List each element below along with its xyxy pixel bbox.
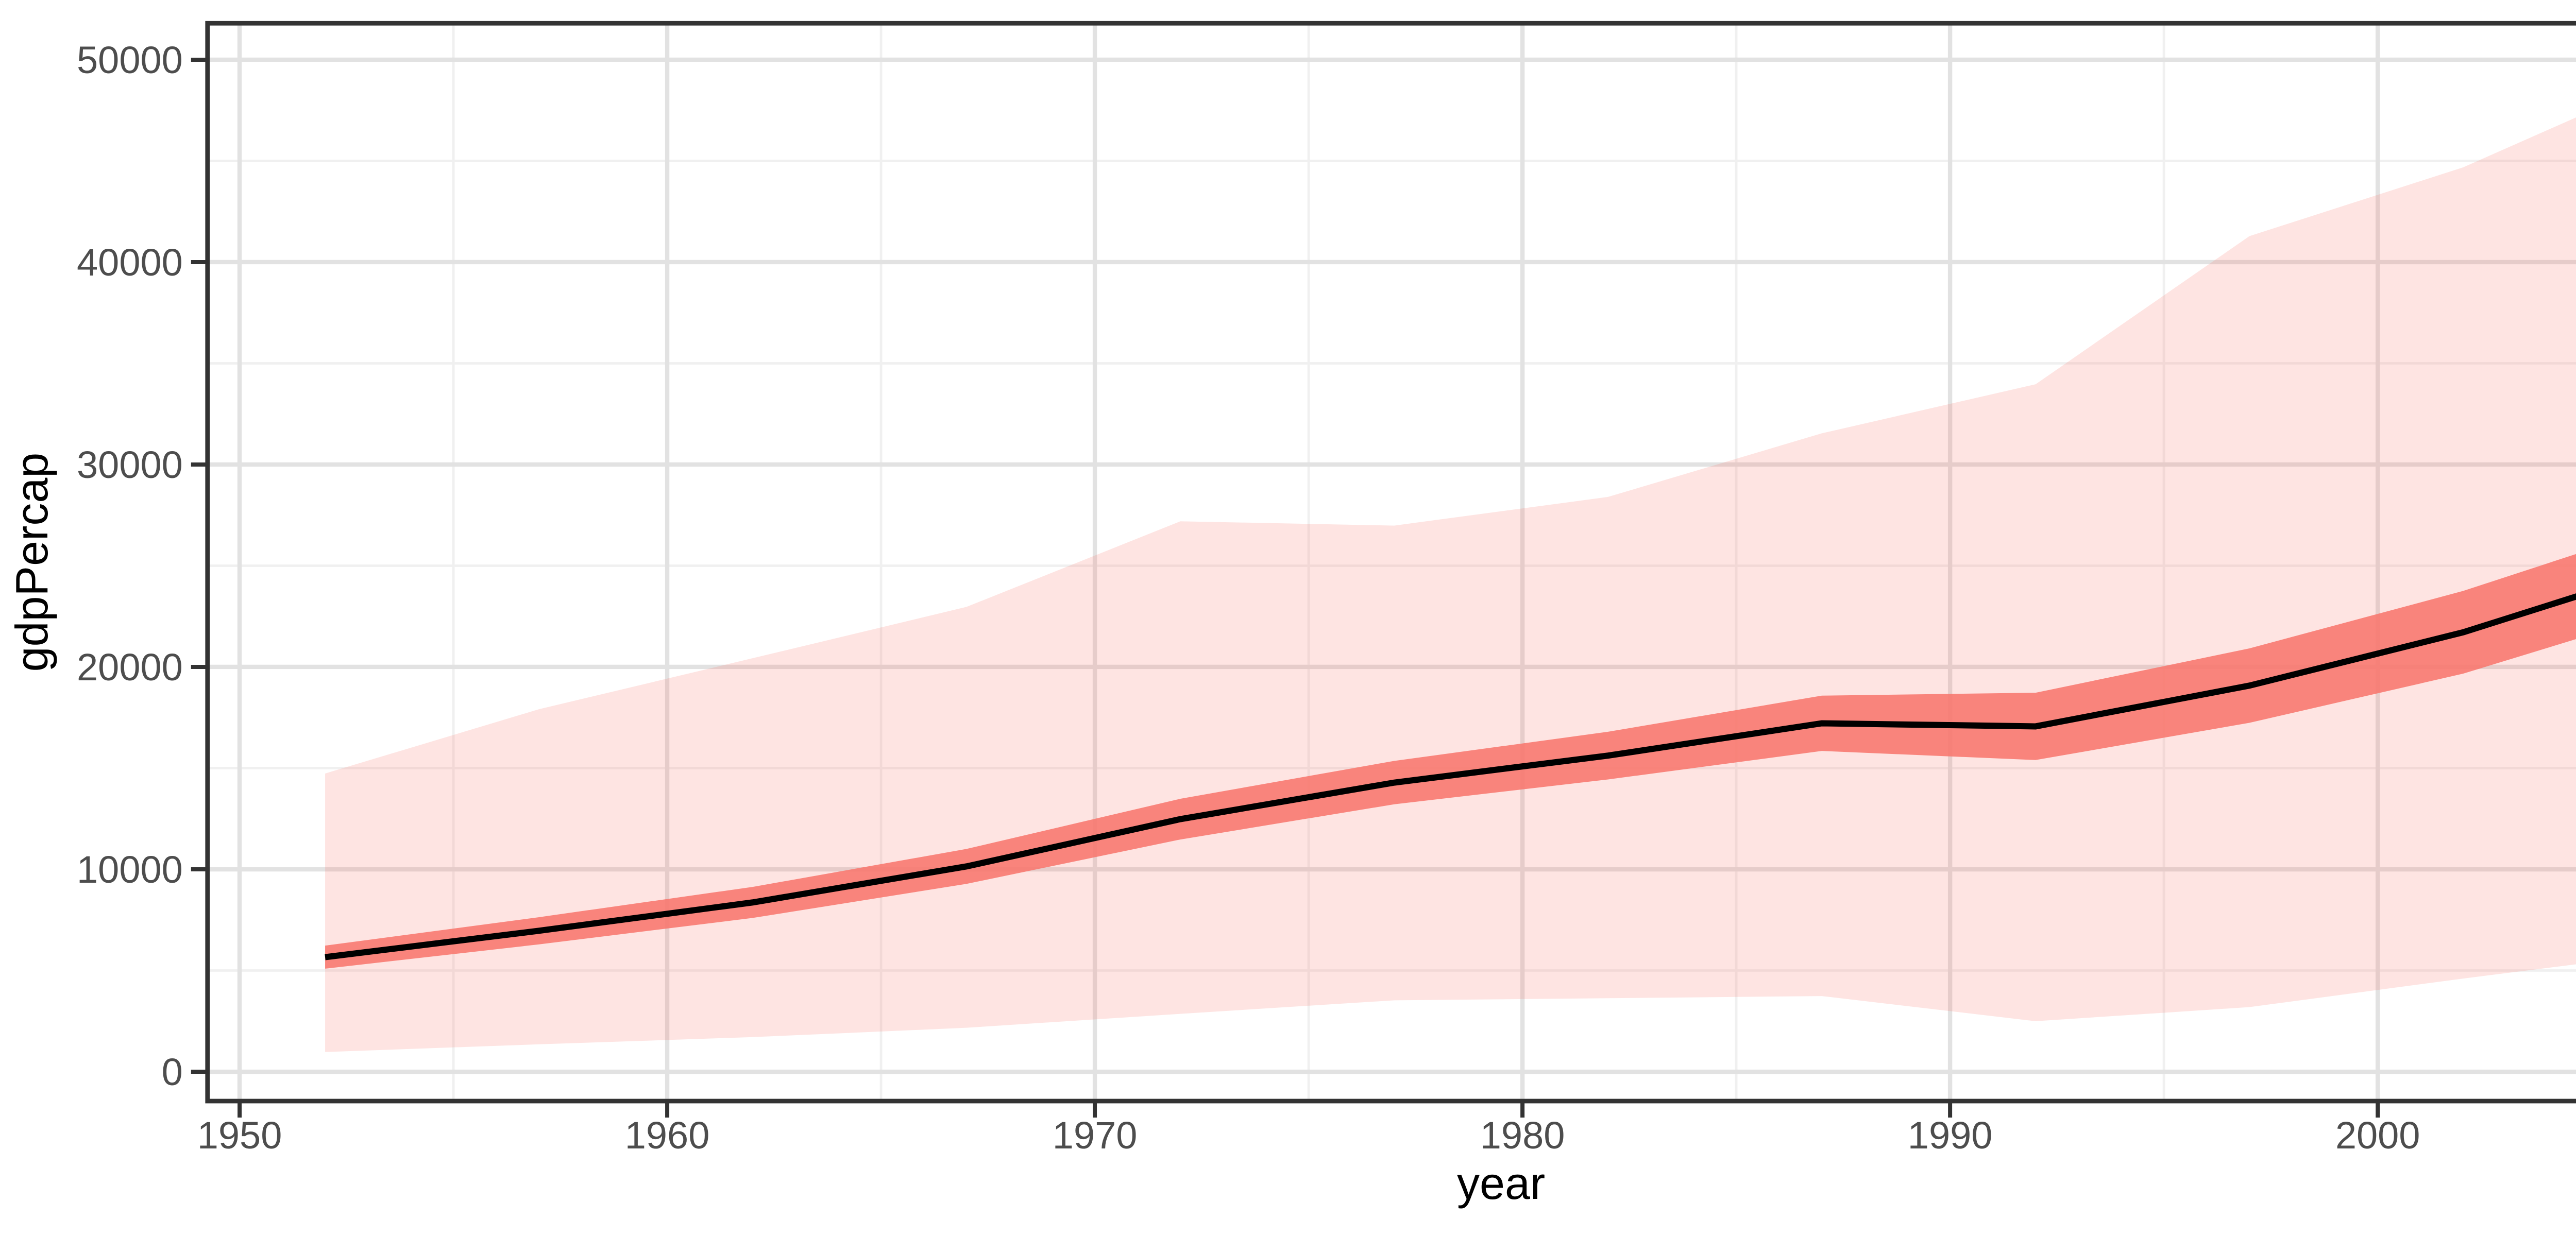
- y-tick-label: 20000: [77, 646, 183, 689]
- grid-minor: [207, 23, 2576, 1101]
- plot-panel-border: [205, 21, 2576, 1104]
- y-tick-label: 50000: [77, 39, 183, 81]
- y-axis-title: gdpPercap: [6, 453, 57, 672]
- outer-band-min-max: [325, 117, 2576, 1052]
- ribbon-bands: [325, 117, 2576, 1052]
- mean-line-group: [325, 593, 2576, 960]
- y-tick-label: 10000: [77, 848, 183, 891]
- x-tick-label: 1990: [1908, 1114, 1993, 1157]
- y-tick-label: 30000: [77, 443, 183, 486]
- mean-line: [325, 593, 2576, 960]
- x-tick-label: 1970: [1053, 1114, 1138, 1157]
- x-tick-label: 1960: [625, 1114, 710, 1157]
- y-tick-label: 40000: [77, 241, 183, 284]
- x-tick-label: 1980: [1480, 1114, 1565, 1157]
- x-axis-ticks: [238, 1101, 2380, 1118]
- x-axis-tick-labels: 1950 1960 1970 1980 1990 2000: [197, 1114, 2420, 1157]
- inner-band-mean-se: [325, 554, 2576, 969]
- y-tick-label: 0: [162, 1051, 183, 1093]
- y-axis-tick-labels: 0 10000 20000 30000 40000 50000: [77, 39, 183, 1093]
- x-tick-label: 2000: [2335, 1114, 2420, 1157]
- y-axis-ticks: [191, 57, 208, 1074]
- x-tick-label: 1950: [197, 1114, 282, 1157]
- x-axis-title: year: [1457, 1158, 1545, 1209]
